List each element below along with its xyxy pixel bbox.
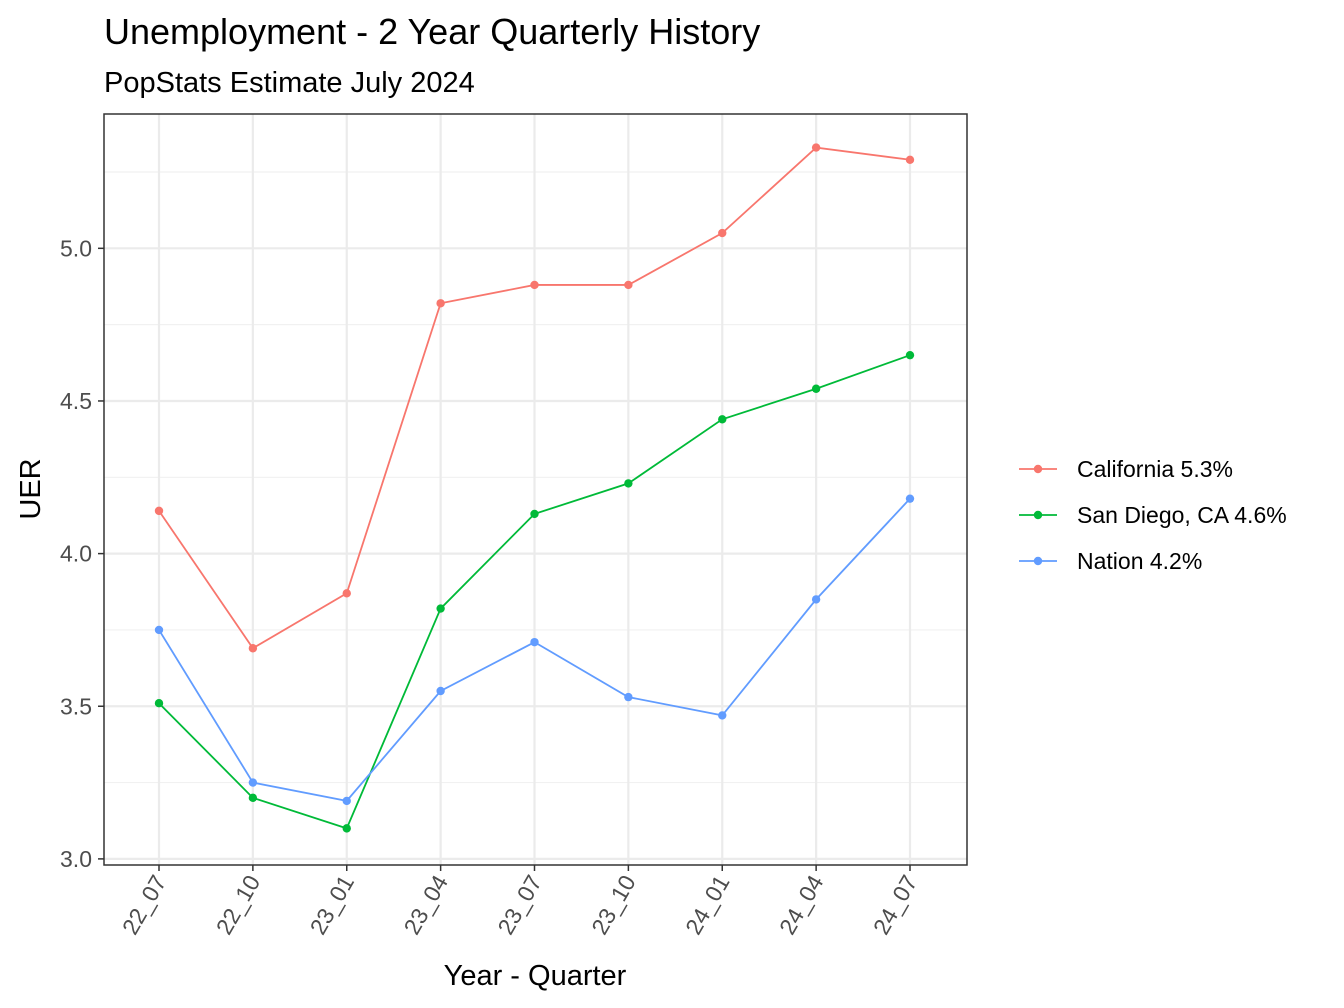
data-point (905, 155, 915, 164)
data-point (248, 793, 258, 803)
data-point (248, 644, 258, 653)
data-point (154, 698, 164, 708)
data-point (530, 637, 539, 647)
series-group (154, 143, 915, 833)
data-point (342, 796, 351, 806)
x-axis-title: Year - Quarter (444, 960, 627, 992)
legend: California 5.3% San Diego, CA 4.6% Nation … (1019, 456, 1287, 574)
x-tick-label: 23_07 (492, 871, 547, 939)
data-point (530, 280, 539, 290)
data-point (530, 509, 539, 519)
legend-key-point (1033, 464, 1043, 474)
data-point (905, 494, 915, 503)
y-tick-label: 4.0 (60, 541, 92, 567)
x-tick-label: 24_07 (868, 871, 923, 939)
y-axis-title: UER (15, 458, 47, 519)
data-point (436, 686, 445, 696)
axes: 3.0 3.5 4.0 4.5 5.0 22_07 22_10 23_01 23_04 23_07… (60, 235, 922, 939)
legend-label: California 5.3% (1077, 456, 1233, 482)
data-point (342, 824, 351, 833)
x-tick-label: 22_07 (117, 871, 172, 939)
data-point (811, 595, 821, 604)
chart-title: Unemployment - 2 Year Quarterly History (104, 11, 760, 52)
x-tick-label: 24_01 (680, 871, 735, 939)
x-tick-label: 22_10 (211, 871, 266, 939)
legend-label: San Diego, CA 4.6% (1077, 502, 1287, 528)
y-tick-label: 3.5 (60, 693, 92, 719)
data-point (624, 280, 633, 290)
data-point (624, 479, 633, 488)
data-point (905, 350, 915, 360)
data-point (248, 778, 258, 787)
y-tick-label: 3.0 (60, 846, 92, 872)
legend-key-point (1033, 510, 1043, 520)
y-tick-label: 5.0 (60, 235, 92, 261)
y-tick-label: 4.5 (60, 388, 92, 414)
legend-key-point (1033, 556, 1043, 566)
data-point (154, 506, 164, 516)
data-point (811, 384, 821, 393)
chart-subtitle: PopStats Estimate July 2024 (104, 67, 475, 99)
x-tick-label: 23_04 (398, 870, 453, 939)
plot-panel-border (103, 113, 968, 866)
data-point (718, 228, 727, 238)
data-point (718, 711, 727, 720)
data-point (154, 625, 164, 635)
data-point (436, 604, 445, 613)
data-point (718, 415, 727, 424)
data-point (811, 143, 821, 152)
data-point (342, 589, 351, 598)
x-tick-label: 24_04 (774, 870, 829, 939)
data-point (624, 692, 633, 702)
x-tick-label: 23_10 (586, 871, 641, 939)
legend-label: Nation 4.2% (1077, 548, 1202, 574)
gridlines (104, 114, 967, 865)
data-point (436, 299, 445, 308)
x-tick-label: 23_01 (305, 871, 360, 939)
